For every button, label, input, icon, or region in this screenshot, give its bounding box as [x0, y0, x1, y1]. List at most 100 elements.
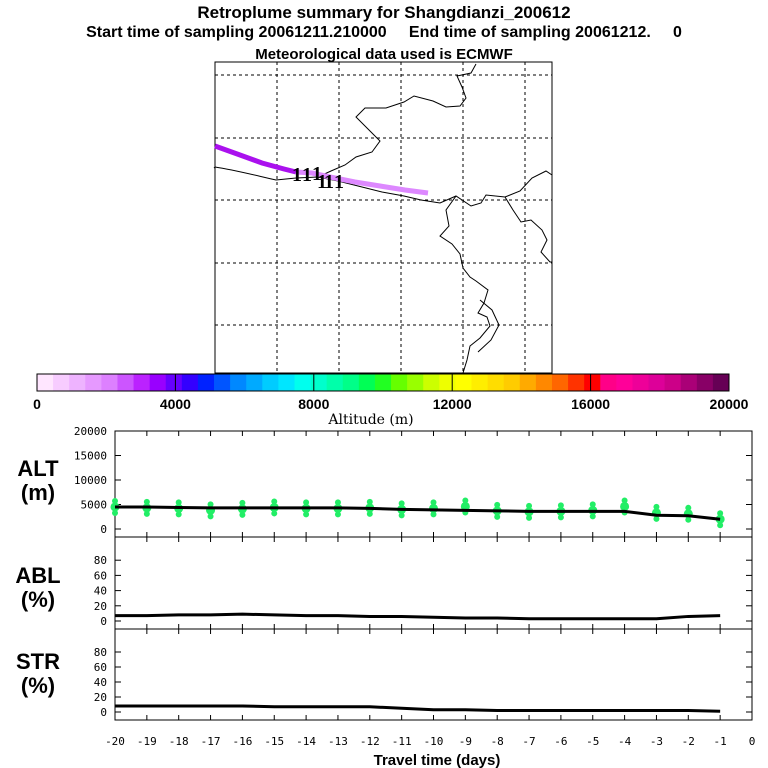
y-tick-label: 5000	[81, 499, 108, 512]
altitude-point	[334, 499, 341, 506]
altitude-point	[175, 511, 182, 518]
trajectory-track-downstream	[295, 169, 429, 196]
x-tick-label: -10	[424, 735, 444, 748]
altitude-point	[494, 513, 501, 520]
altitude-point	[653, 503, 660, 510]
y-tick-label: 20	[94, 691, 107, 704]
altitude-point	[143, 498, 150, 505]
x-axis-label: Travel time (days)	[374, 752, 501, 768]
colorbar-tick-label: 4000	[160, 396, 191, 412]
altitude-point	[239, 499, 246, 506]
x-tick-label: -9	[459, 735, 472, 748]
abl-label-unit: (%)	[20, 587, 56, 612]
y-tick-label: 60	[94, 661, 107, 674]
colorbar-swatch	[680, 374, 698, 391]
altitude-point	[526, 514, 533, 521]
colorbar-swatch	[101, 374, 118, 391]
colorbar-swatch	[439, 374, 456, 391]
y-tick-label: 20000	[74, 425, 107, 438]
colorbar-swatch	[374, 374, 392, 391]
colorbar-tick-label: 16000	[571, 396, 610, 412]
altitude-point	[207, 501, 214, 508]
colorbar-swatch	[69, 374, 86, 391]
x-tick-label: -5	[586, 735, 599, 748]
y-tick-label: 80	[94, 554, 107, 567]
x-tick-label: -11	[392, 735, 412, 748]
altitude-point	[494, 501, 501, 508]
y-tick-label: 15000	[74, 450, 107, 463]
altitude-median-line	[115, 505, 721, 521]
colorbar-swatch	[326, 374, 344, 391]
colorbar-swatch	[149, 374, 167, 391]
colorbar-swatch	[53, 374, 70, 391]
sampling-times: Start time of sampling 20061211.210000 E…	[86, 24, 682, 41]
trajectory-markers: 1 1 1 1 1 1	[292, 163, 344, 193]
altitude-point	[398, 512, 405, 519]
x-tick-label: -15	[264, 735, 284, 748]
colorbar-swatch	[37, 374, 54, 391]
x-tick-label: -3	[650, 735, 663, 748]
x-tick-label: 0	[749, 735, 756, 748]
y-tick-label: 20	[94, 600, 107, 613]
trajectory-marker: 1	[334, 171, 344, 193]
colorbar-swatch	[696, 374, 714, 391]
colorbar-swatch	[342, 374, 360, 391]
colorbar-swatch	[648, 374, 666, 391]
colorbar-swatch	[358, 374, 376, 391]
altitude-colorbar: 0 4000 8000 12000 16000 20000	[33, 373, 749, 412]
map-panel: 1 1 1 1 1 1	[213, 61, 553, 374]
str-label-title: STR	[16, 649, 60, 674]
altitude-point	[620, 501, 630, 511]
trajectory-marker: 1	[302, 164, 312, 186]
colorbar-label: Altitude (m)	[327, 412, 413, 428]
colorbar-swatch	[165, 374, 183, 391]
altitude-point	[621, 497, 628, 504]
altitude-point	[717, 510, 724, 517]
colorbar-swatch	[391, 374, 408, 391]
altitude-point	[303, 499, 310, 506]
abl-panel-label: ABL (%)	[8, 564, 68, 612]
colorbar-swatch	[423, 374, 440, 391]
colorbar-swatch	[487, 374, 505, 391]
altitude-point	[207, 513, 214, 520]
altitude-point	[271, 498, 278, 505]
y-tick-label: 60	[94, 569, 107, 582]
x-tick-label: -16	[232, 735, 252, 748]
colorbar-swatch	[568, 374, 585, 391]
str-panel-label: STR (%)	[8, 650, 68, 698]
colorbar-swatch	[181, 374, 199, 391]
x-tick-label: -1	[714, 735, 727, 748]
colorbar-swatch	[197, 374, 215, 391]
colorbar-swatch	[262, 374, 279, 391]
altitude-point	[175, 499, 182, 506]
colorbar-swatch	[310, 374, 328, 391]
altitude-point	[334, 511, 341, 518]
altitude-point	[366, 498, 373, 505]
x-tick-label: -2	[682, 735, 695, 748]
colorbar-swatch	[632, 374, 650, 391]
colorbar-swatch	[117, 374, 135, 391]
colorbar-tick-label: 8000	[298, 396, 329, 412]
colorbar-swatch	[503, 374, 521, 391]
trajectory-marker: 1	[292, 164, 302, 186]
trajectory-marker: 1	[317, 171, 327, 193]
colorbar-swatch	[535, 374, 553, 391]
altitude-point	[303, 511, 310, 518]
alt-label-title: ALT	[17, 456, 59, 481]
y-tick-label: 0	[100, 706, 107, 719]
abl-line	[115, 612, 721, 621]
map-boundaries	[213, 63, 553, 374]
altitude-point	[143, 510, 150, 517]
colorbar-swatch	[294, 374, 312, 391]
altitude-point	[366, 510, 373, 517]
colorbar-swatch	[133, 374, 151, 391]
abl-label-title: ABL	[15, 563, 61, 588]
colorbar-swatch	[712, 374, 730, 391]
altitude-point	[653, 515, 660, 522]
x-tick-label: -12	[360, 735, 380, 748]
altitude-point	[685, 516, 692, 523]
altitude-point	[589, 513, 596, 520]
colorbar-swatch	[551, 374, 569, 391]
altitude-point	[112, 497, 118, 504]
colorbar-swatch	[584, 374, 601, 391]
